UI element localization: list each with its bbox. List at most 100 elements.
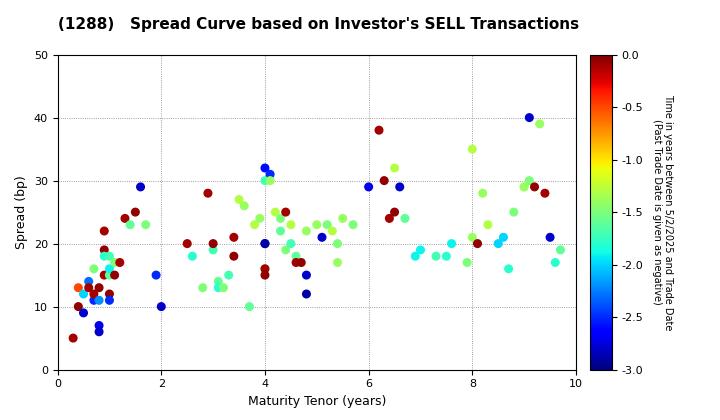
Point <box>78 291 89 297</box>
X-axis label: Maturity Tenor (years): Maturity Tenor (years) <box>248 395 386 408</box>
Point <box>83 278 94 285</box>
Point <box>539 190 551 197</box>
Point <box>492 240 504 247</box>
Point <box>534 121 546 127</box>
Point <box>109 259 120 266</box>
Point <box>544 234 556 241</box>
Point <box>88 291 99 297</box>
Point <box>280 247 292 253</box>
Point <box>332 259 343 266</box>
Point <box>99 253 110 260</box>
Point <box>528 184 540 190</box>
Point <box>249 221 261 228</box>
Point <box>347 221 359 228</box>
Point <box>518 184 530 190</box>
Point <box>94 322 105 329</box>
Point <box>523 114 535 121</box>
Point <box>197 284 209 291</box>
Point <box>280 209 292 215</box>
Point <box>259 177 271 184</box>
Point <box>150 272 162 278</box>
Point <box>73 303 84 310</box>
Point <box>156 303 167 310</box>
Point <box>269 209 281 215</box>
Point <box>104 253 115 260</box>
Point <box>337 215 348 222</box>
Point <box>202 190 214 197</box>
Point <box>379 177 390 184</box>
Point <box>410 253 421 260</box>
Point <box>243 303 255 310</box>
Point <box>264 171 276 178</box>
Point <box>384 215 395 222</box>
Point <box>389 209 400 215</box>
Point <box>68 335 79 341</box>
Point <box>373 127 384 134</box>
Point <box>285 240 297 247</box>
Point <box>508 209 520 215</box>
Point <box>327 228 338 234</box>
Point <box>259 165 271 171</box>
Point <box>223 272 235 278</box>
Point <box>125 221 136 228</box>
Point <box>140 221 151 228</box>
Point <box>83 284 94 291</box>
Point <box>363 184 374 190</box>
Point <box>88 265 99 272</box>
Point <box>259 240 271 247</box>
Point <box>73 284 84 291</box>
Point <box>446 240 457 247</box>
Point <box>228 234 240 241</box>
Point <box>233 196 245 203</box>
Point <box>301 272 312 278</box>
Point <box>104 272 115 278</box>
Point <box>259 265 271 272</box>
Point <box>321 221 333 228</box>
Point <box>212 278 224 285</box>
Point <box>467 146 478 152</box>
Point <box>259 265 271 272</box>
Point <box>477 190 488 197</box>
Point <box>181 240 193 247</box>
Point <box>295 259 307 266</box>
Point <box>120 215 131 222</box>
Point <box>228 253 240 260</box>
Point <box>104 297 115 304</box>
Point <box>498 234 509 241</box>
Point <box>99 228 110 234</box>
Point <box>104 265 115 272</box>
Point <box>290 259 302 266</box>
Point <box>275 228 287 234</box>
Point <box>207 240 219 247</box>
Point <box>94 284 105 291</box>
Point <box>290 253 302 260</box>
Point <box>301 228 312 234</box>
Point <box>503 265 514 272</box>
Point <box>285 221 297 228</box>
Point <box>332 240 343 247</box>
Point <box>441 253 452 260</box>
Point <box>415 247 426 253</box>
Point <box>275 215 287 222</box>
Point <box>99 272 110 278</box>
Point <box>238 202 250 209</box>
Point <box>104 291 115 297</box>
Point <box>523 177 535 184</box>
Text: (1288)   Spread Curve based on Investor's SELL Transactions: (1288) Spread Curve based on Investor's … <box>58 17 579 32</box>
Point <box>301 291 312 297</box>
Point <box>264 177 276 184</box>
Point <box>109 272 120 278</box>
Point <box>467 234 478 241</box>
Point <box>549 259 561 266</box>
Point <box>254 215 266 222</box>
Point <box>389 165 400 171</box>
Point <box>311 221 323 228</box>
Point <box>135 184 146 190</box>
Point <box>94 297 105 304</box>
Point <box>554 247 566 253</box>
Point <box>394 184 405 190</box>
Point <box>130 209 141 215</box>
Point <box>207 247 219 253</box>
Point <box>316 234 328 241</box>
Point <box>88 297 99 304</box>
